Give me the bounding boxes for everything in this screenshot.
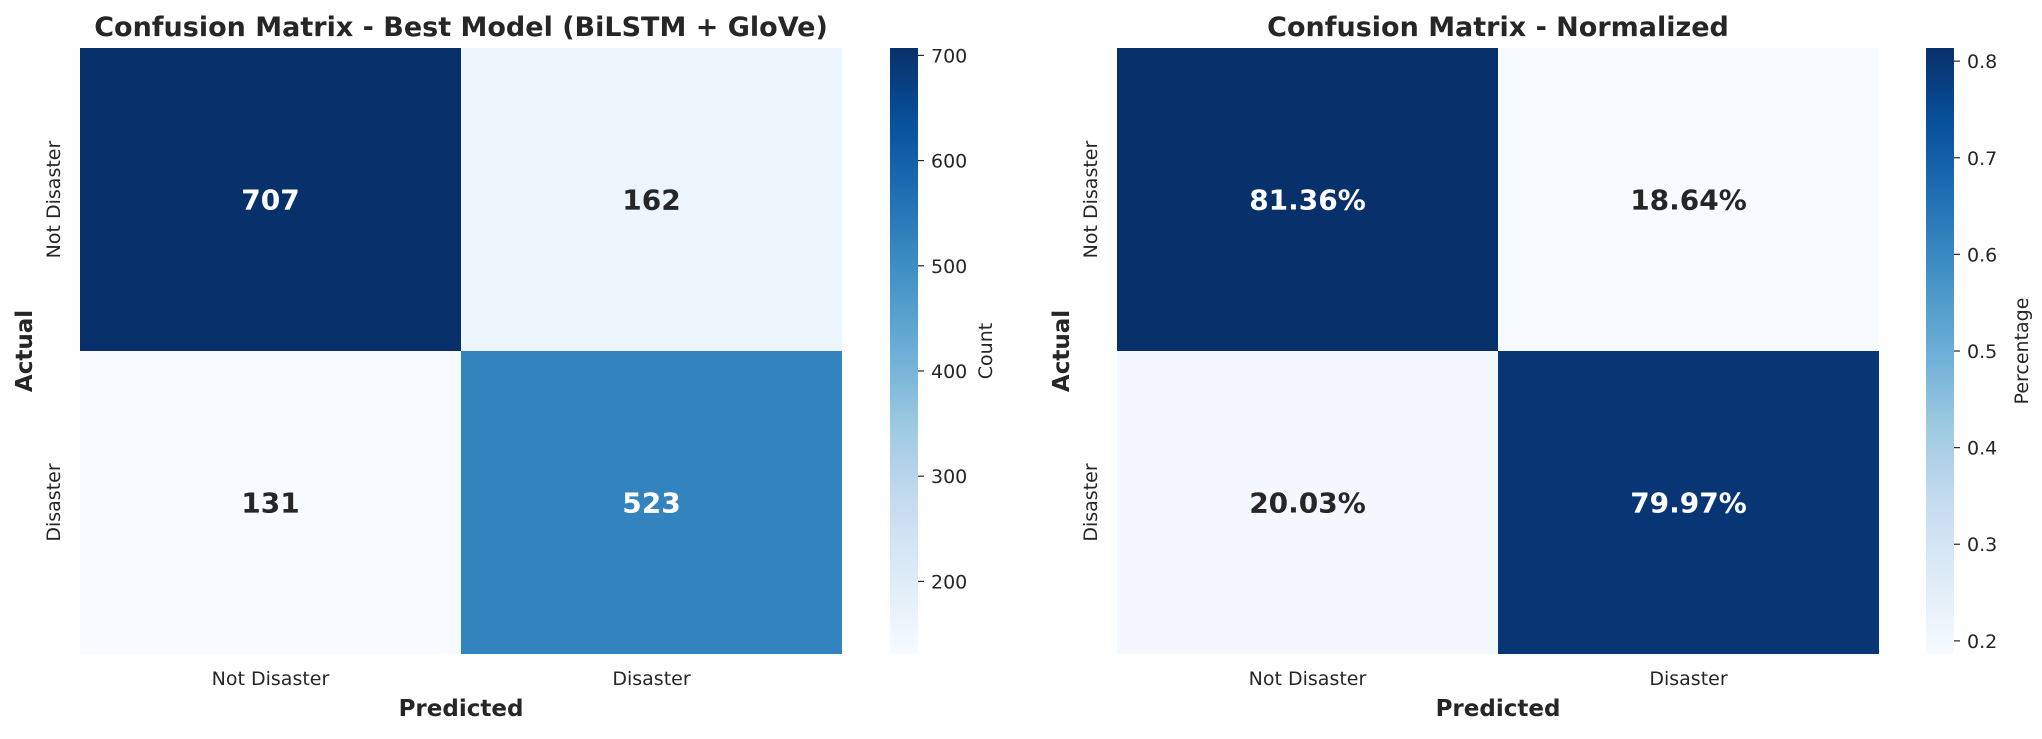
colorbar-label: Percentage <box>2011 298 2033 405</box>
colorbar-tick-label: 700 <box>931 45 967 67</box>
cell-annotation: 20.03% <box>1249 487 1366 520</box>
colorbar <box>1926 48 1954 654</box>
colorbar-tick-label: 0.4 <box>1967 438 1997 460</box>
colorbar <box>890 48 918 654</box>
colorbar-tick-label: 0.7 <box>1967 148 1997 170</box>
heatmap-cell <box>1117 48 1498 351</box>
x-tick-label: Disaster <box>1649 668 1727 690</box>
heatmap-panel-1: 707 162 131 523 Confusion Matrix - Best Mode… <box>12 12 997 722</box>
cell-annotation: 79.97% <box>1630 487 1747 520</box>
cell-annotation: 81.36% <box>1249 184 1366 217</box>
x-tick-label: Disaster <box>612 668 690 690</box>
colorbar-tick-label: 600 <box>931 151 967 173</box>
colorbar-tick-label: 0.5 <box>1967 341 1997 363</box>
chart-title: Confusion Matrix - Best Model (BiLSTM + … <box>94 12 828 43</box>
x-axis-label: Predicted <box>1436 696 1561 722</box>
cell-annotation: 131 <box>241 487 299 520</box>
y-tick-label: Not Disaster <box>43 141 65 259</box>
y-axis-label: Actual <box>12 310 38 392</box>
y-tick-label: Disaster <box>43 463 65 541</box>
heatmap-cell <box>461 48 842 351</box>
cell-annotation: 162 <box>622 184 680 217</box>
y-axis-label: Actual <box>1049 310 1075 392</box>
cell-annotation: 707 <box>241 184 299 217</box>
y-tick-label: Not Disaster <box>1080 141 1102 259</box>
heatmap-cell <box>1498 48 1879 351</box>
colorbar-label: Count <box>975 323 997 379</box>
chart-title: Confusion Matrix - Normalized <box>1267 12 1729 43</box>
heatmap-cell <box>80 351 461 654</box>
colorbar-tick-label: 0.2 <box>1967 631 1997 653</box>
x-axis-label: Predicted <box>399 696 524 722</box>
colorbar-tick-label: 400 <box>931 361 967 383</box>
heatmap-cell <box>461 351 842 654</box>
colorbar-tick-label: 0.8 <box>1967 51 1997 73</box>
heatmap-panel-2: 81.36% 18.64% 20.03% 79.97% Confusion Matrix… <box>1049 12 2033 722</box>
cell-annotation: 523 <box>622 487 680 520</box>
colorbar-tick-label: 200 <box>931 571 967 593</box>
x-tick-label: Not Disaster <box>1249 668 1367 690</box>
cell-annotation: 18.64% <box>1630 184 1747 217</box>
colorbar-tick-label: 0.3 <box>1967 534 1997 556</box>
heatmap-cell <box>1117 351 1498 654</box>
colorbar-tick-label: 500 <box>931 256 967 278</box>
heatmap-cell <box>1498 351 1879 654</box>
colorbar-tick-label: 0.6 <box>1967 244 1997 266</box>
x-tick-label: Not Disaster <box>212 668 330 690</box>
colorbar-tick-label: 300 <box>931 466 967 488</box>
y-tick-label: Disaster <box>1080 463 1102 541</box>
heatmap-cell <box>80 48 461 351</box>
